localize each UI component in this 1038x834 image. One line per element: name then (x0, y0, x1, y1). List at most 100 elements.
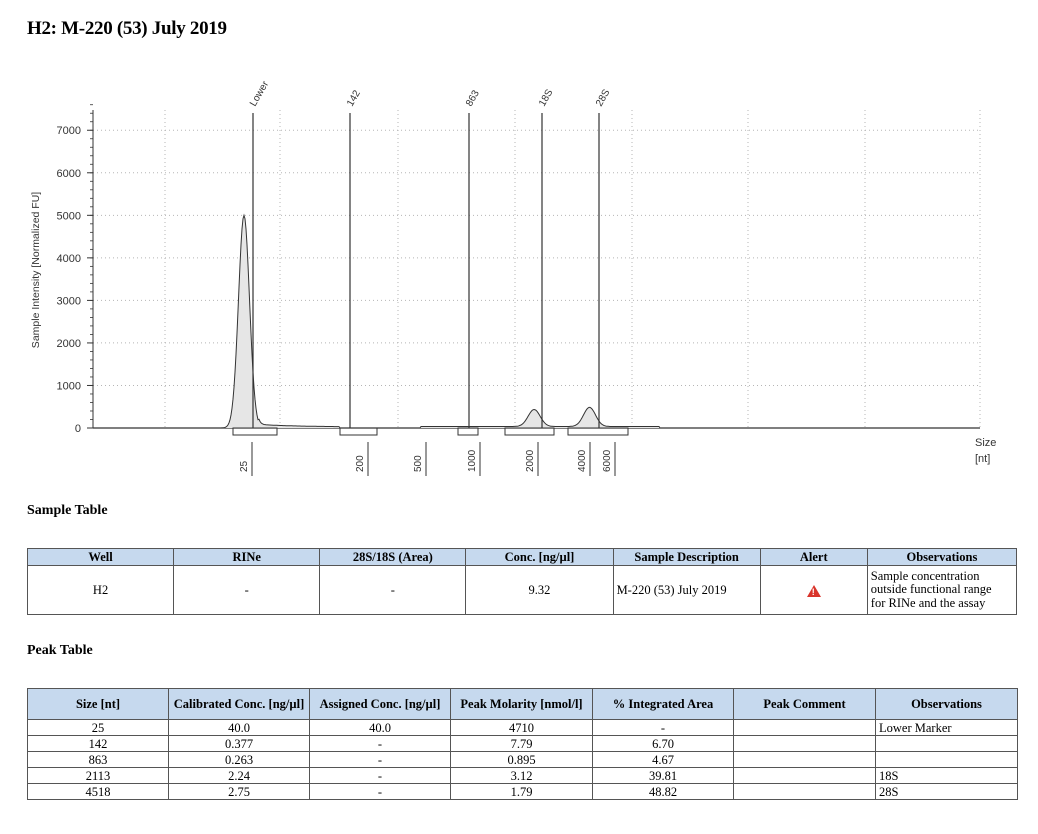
observation-line: Sample concentration (870, 568, 980, 583)
marker-label: 18S (537, 87, 556, 108)
peak-size-cell: 25 (27, 719, 169, 736)
peak-obs-cell: Lower Marker (875, 719, 1018, 736)
y-tick-label: 4000 (57, 253, 81, 265)
size-ladder: 25 200 500 1000 2000 4000 6000 (239, 442, 616, 476)
marker-label: 28S (594, 87, 613, 108)
rine-cell: - (173, 565, 321, 615)
observations-cell: Sample concentration outside functional … (866, 565, 1018, 615)
ladder-label: 1000 (467, 449, 478, 472)
peak-integration-box (232, 427, 278, 436)
sample-table-heading: Sample Table (27, 503, 108, 518)
table-row: 142 0.377-7.79 6.70 (27, 735, 1018, 752)
peak-molarity-cell: 3.12 (450, 767, 593, 784)
peak-obs-cell (875, 751, 1018, 768)
peak-area-cell: 48.82 (592, 783, 734, 800)
trace-fill (93, 215, 980, 428)
peak-cal-cell: 0.263 (168, 751, 310, 768)
peak-integration-box (457, 427, 479, 436)
peak-comment-cell (733, 767, 876, 784)
column-header: Sample Description (612, 548, 761, 566)
column-header: Alert (759, 548, 868, 566)
peak-integration-box (567, 427, 629, 436)
peak-cal-cell: 40.0 (168, 719, 310, 736)
x-axis-label: Size (975, 437, 996, 449)
peak-table: Size [nt] Calibrated Conc. [ng/µl] Assig… (27, 688, 1018, 800)
table-row: 25 40.0 40.0 4710- Lower Marker (27, 719, 1018, 736)
ladder-label: 500 (413, 455, 424, 472)
peak-size-cell: 2113 (27, 767, 169, 784)
table-row: 2113 2.24-3.12 39.81 18S (27, 767, 1018, 784)
peak-size-cell: 863 (27, 751, 169, 768)
peak-cal-cell: 2.75 (168, 783, 310, 800)
marker-label: 142 (345, 88, 363, 108)
peak-obs-cell: 18S (875, 767, 1018, 784)
column-header: Observations (875, 688, 1018, 720)
well-cell: H2 (26, 565, 175, 615)
column-header: Size [nt] (27, 688, 169, 720)
peak-assigned-cell: - (309, 783, 451, 800)
peak-area-cell: 4.67 (592, 751, 734, 768)
column-header: Assigned Conc. [ng/µl] (309, 688, 451, 720)
table-row: 4518 2.75-1.79 48.82 28S (27, 783, 1018, 800)
trace-line (93, 213, 980, 429)
peak-assigned-cell: - (309, 767, 451, 784)
peak-cal-cell: 0.377 (168, 735, 310, 752)
column-header: Peak Comment (733, 688, 876, 720)
peak-area-cell: - (592, 719, 734, 736)
trace-group (93, 213, 980, 429)
peak-obs-cell (875, 735, 1018, 752)
peak-area-cell: 6.70 (592, 735, 734, 752)
peak-area-cell: 39.81 (592, 767, 734, 784)
peak-integration-box (504, 427, 555, 436)
y-tick-label: 6000 (57, 168, 81, 180)
peak-comment-cell (733, 751, 876, 768)
description-cell: M-220 (53) July 2019 (612, 565, 761, 615)
peak-table-body: 25 40.0 40.0 4710- Lower Marker 142 0.377-7.79… (27, 719, 1018, 800)
electropherogram-chart: 0 1000 2000 3000 4000 5000 6000 7000 Sample Int… (30, 79, 996, 476)
y-tick-label: 3000 (57, 295, 81, 307)
observation-line: outside functional range (870, 582, 992, 597)
ladder-label: 25 (239, 460, 250, 472)
peak-molarity-cell: 4710 (450, 719, 593, 736)
ladder-label: 4000 (577, 449, 588, 472)
y-tick-label: 0 (75, 423, 81, 435)
peak-molarity-cell: 0.895 (450, 751, 593, 768)
ladder-label: 6000 (602, 449, 613, 472)
column-header: 28S/18S (Area) (319, 548, 467, 566)
y-tick-label: 2000 (57, 338, 81, 350)
column-header: Well (26, 548, 175, 566)
ratio-cell: - (319, 565, 467, 615)
sample-table-header: Well RINe 28S/18S (Area) Conc. [ng/µl] S… (26, 548, 1018, 566)
chart-grid (93, 110, 981, 429)
y-axis-label: Sample Intensity [Normalized FU] (30, 192, 42, 348)
peak-table-header: Size [nt] Calibrated Conc. [ng/µl] Assig… (27, 688, 1018, 720)
ladder-label: 2000 (525, 449, 536, 472)
peak-comment-cell (733, 735, 876, 752)
observation-line: for RINe and the assay (870, 595, 986, 610)
column-header: Calibrated Conc. [ng/µl] (168, 688, 310, 720)
x-axis-unit: [nt] (975, 453, 990, 465)
conc-cell: 9.32 (465, 565, 614, 615)
peak-comment-cell (733, 719, 876, 736)
marker-label: 863 (464, 88, 482, 108)
peak-molarity-cell: 7.79 (450, 735, 593, 752)
peak-assigned-cell: - (309, 751, 451, 768)
table-row: 863 0.263-0.895 4.67 (27, 751, 1018, 768)
sample-table: Well RINe 28S/18S (Area) Conc. [ng/µl] S… (26, 548, 1018, 615)
peak-assigned-cell: - (309, 735, 451, 752)
peak-integration-box (339, 427, 378, 436)
marker-lines: Lower 142 863 18S 28S (232, 79, 629, 436)
peak-size-cell: 142 (27, 735, 169, 752)
column-header: Peak Molarity [nmol/l] (450, 688, 593, 720)
y-tick-label: 7000 (57, 125, 81, 137)
peak-obs-cell: 28S (875, 783, 1018, 800)
marker-label: Lower (248, 79, 271, 109)
table-row: H2 - - 9.32 M-220 (53) July 2019 Sample … (26, 565, 1018, 615)
y-tick-label: 5000 (57, 210, 81, 222)
peak-molarity-cell: 1.79 (450, 783, 593, 800)
y-tick-label: 1000 (57, 380, 81, 392)
column-header: % Integrated Area (592, 688, 734, 720)
peak-comment-cell (733, 783, 876, 800)
y-axis: 0 1000 2000 3000 4000 5000 6000 7000 (57, 104, 94, 435)
peak-cal-cell: 2.24 (168, 767, 310, 784)
